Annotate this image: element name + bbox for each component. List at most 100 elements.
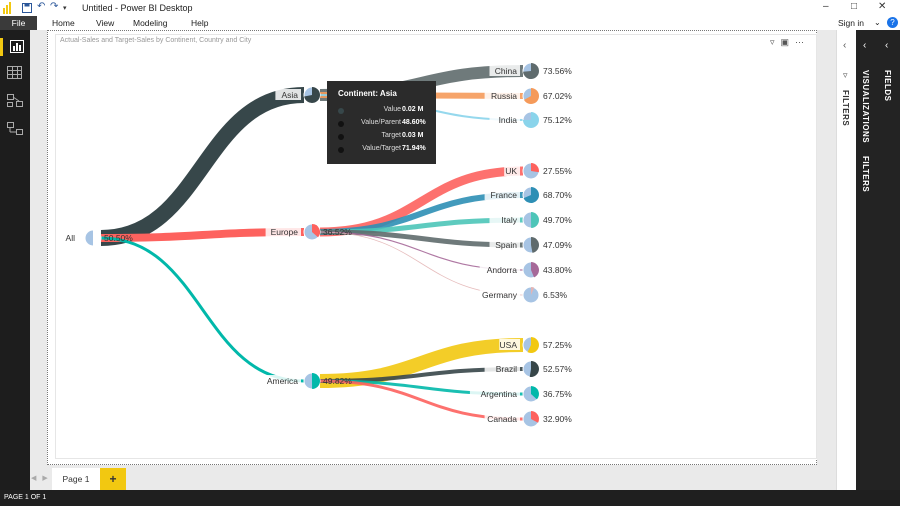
label-backdrop (499, 339, 520, 350)
fields-pane[interactable]: ‹ FIELDS (878, 30, 900, 490)
status-bar: PAGE 1 OF 1 (0, 490, 900, 506)
node-root-value: 50.50% (104, 233, 133, 243)
node-label: America (267, 376, 298, 386)
node-label: Canada (487, 414, 517, 424)
node-country-value: 52.57% (543, 364, 572, 374)
close-icon[interactable]: ✕ (878, 1, 887, 12)
node-label: Brazil (496, 364, 517, 374)
node-country-value: 67.02% (543, 91, 572, 101)
node-country-value: 57.25% (543, 340, 572, 350)
tab-help[interactable]: Help (191, 18, 209, 28)
label-backdrop (479, 264, 520, 275)
focus-mode-icon[interactable]: ▣ (780, 37, 795, 47)
node-gauge-fill (531, 237, 539, 253)
tree-nodes: All 50.50% Asia China 73.56% Russia 67.02% Indi… (66, 62, 572, 428)
save-icon[interactable] (22, 3, 32, 13)
dax-query-view-icon[interactable] (7, 122, 23, 136)
node-label: Andorra (487, 265, 518, 275)
report-view-icon[interactable] (0, 38, 30, 56)
minimize-icon[interactable]: – (823, 1, 829, 12)
node-country-label: UK (504, 165, 520, 176)
node-gauge-fill (531, 386, 539, 400)
node-gauge-fill (531, 411, 539, 423)
sign-in-link[interactable]: Sign in (838, 18, 864, 28)
node-country-label: China (489, 65, 520, 76)
node-country-gauge (522, 62, 540, 80)
node-label: Spain (495, 240, 517, 250)
label-backdrop (265, 226, 301, 237)
node-continent-value: 36.52% (323, 227, 352, 237)
node-country-gauge (522, 360, 540, 378)
visual-header-icons: ▿▣⋯ (770, 37, 810, 48)
node-country-gauge (522, 410, 540, 428)
node-continent-gauge (303, 223, 321, 241)
quick-access-menu-icon[interactable]: ▾ (63, 5, 67, 12)
add-page-button[interactable]: + (100, 468, 126, 490)
node-label: France (491, 190, 518, 200)
collapse-fields-icon[interactable]: ‹ (885, 40, 889, 51)
filters-pane[interactable]: ‹ ▿ FILTERS (836, 30, 856, 490)
node-country-label: India (489, 114, 520, 125)
tooltip-label: Value/Parent (361, 119, 401, 126)
maximize-icon[interactable]: □ (851, 1, 858, 12)
node-country-label: USA (499, 339, 520, 350)
filters-tab-label[interactable]: FILTERS (861, 156, 870, 193)
tooltip-value: 0.03 M (402, 132, 424, 139)
help-icon[interactable]: ? (887, 17, 898, 28)
prev-page-icon[interactable]: ◀ (31, 475, 43, 482)
node-country-value: 73.56% (543, 66, 572, 76)
node-gauge-fill (523, 88, 539, 104)
node-gauge-fill (523, 112, 540, 129)
node-country-label: Spain (489, 239, 520, 250)
tooltip-value: 48.60% (402, 119, 426, 126)
power-bi-logo-icon (3, 2, 11, 14)
ribbon-tabs: File Home View Modeling Help Sign in ⌄ ? (0, 16, 900, 30)
ribbon-collapse-icon[interactable]: ⌄ (874, 18, 881, 27)
node-country-value: 68.70% (543, 190, 572, 200)
more-options-icon[interactable]: ⋯ (795, 37, 810, 47)
tooltip-value: 0.02 M (402, 106, 424, 113)
node-label: Asia (281, 90, 298, 100)
redo-icon[interactable]: ↷ (50, 1, 59, 12)
link-root-asia (100, 87, 305, 246)
link-root-america (100, 236, 305, 383)
tooltip-value: 71.94% (402, 145, 426, 152)
node-continent-label: Europe (265, 226, 301, 237)
tooltip: Continent: Asia Value 0.02 M Value/Parent… (327, 81, 436, 164)
tree-links (100, 65, 524, 421)
page-tab[interactable]: Page 1 (52, 468, 100, 490)
node-continent-gauge (303, 372, 321, 390)
collapse-visualizations-icon[interactable]: ‹ (863, 40, 867, 51)
tab-file[interactable]: File (0, 16, 37, 30)
node-gauge-fill (531, 262, 539, 278)
node-continent-gauge (303, 86, 321, 104)
tooltip-header: Continent: Asia (338, 89, 397, 98)
label-backdrop (484, 413, 520, 424)
node-gauge-fill (523, 187, 540, 204)
node-label: USA (500, 340, 518, 350)
label-backdrop (489, 114, 520, 125)
filter-icon[interactable]: ▿ (769, 37, 781, 47)
node-country-gauge (522, 162, 540, 180)
node-country-value: 6.53% (543, 290, 568, 300)
tooltip-label: Value (383, 106, 401, 113)
node-root-gauge (84, 229, 102, 247)
view-switcher (0, 30, 30, 490)
title-bar: ↶ ↷ ▾ Untitled - Power BI Desktop – □ ✕ (0, 0, 900, 16)
visualizations-pane[interactable]: ‹ VISUALIZATIONS FILTERS (856, 30, 878, 490)
label-backdrop (275, 89, 301, 100)
label-backdrop (489, 65, 520, 76)
node-country-label: France (484, 189, 520, 200)
collapse-filters-icon[interactable]: ‹ (843, 40, 847, 51)
tab-home[interactable]: Home (52, 18, 75, 28)
undo-icon[interactable]: ↶ (37, 1, 46, 12)
node-gauge-fill (531, 287, 535, 295)
tab-modeling[interactable]: Modeling (133, 18, 168, 28)
tooltip-row: Value 0.02 M (327, 106, 436, 116)
model-view-icon[interactable] (7, 94, 23, 108)
node-label: India (499, 115, 518, 125)
next-page-icon[interactable]: ▶ (42, 475, 54, 482)
tab-view[interactable]: View (96, 18, 115, 28)
node-country-value: 32.90% (543, 414, 572, 424)
data-view-icon[interactable] (7, 66, 23, 80)
